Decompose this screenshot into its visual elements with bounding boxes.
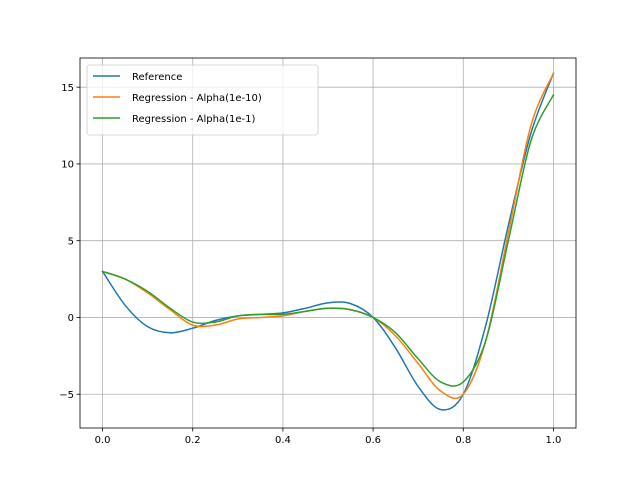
series-layer	[101, 72, 555, 411]
legend-box	[86, 64, 319, 136]
y-tick-label: 0	[68, 313, 74, 324]
plot-frame	[79, 57, 577, 429]
series-line-2	[101, 93, 555, 387]
x-tick-label: 0.6	[365, 435, 381, 446]
x-tick-label: 0.2	[185, 435, 201, 446]
series-line-0	[101, 72, 555, 411]
x-tick-label: 0.4	[275, 435, 291, 446]
x-tick-label: 0.8	[455, 435, 471, 446]
legend-label-2: Regression - Alpha(1e-1)	[132, 114, 255, 125]
legend: Reference Regression - Alpha(1e-10) Regres…	[86, 64, 319, 136]
y-tick-label: 5	[68, 236, 74, 247]
legend-label-1: Regression - Alpha(1e-10)	[132, 93, 262, 104]
y-tick-label: 10	[61, 160, 74, 171]
x-tick-label: 0.0	[95, 435, 111, 446]
legend-label-0: Reference	[132, 72, 182, 83]
y-tick-label: −5	[59, 390, 74, 401]
y-tick-label: 15	[61, 83, 74, 94]
x-tick-label: 1.0	[546, 435, 562, 446]
ticks: 0.0 0.2 0.4 0.6 0.8 1.0 −5 0 5 10 15	[59, 83, 561, 446]
